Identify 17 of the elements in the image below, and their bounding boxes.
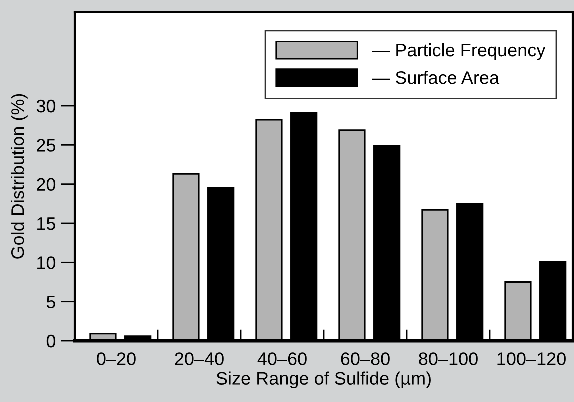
x-tick-label: 100–120: [498, 352, 566, 366]
y-tick-label: 10: [38, 256, 56, 270]
x-axis-title: Size Range of Sulfide (µm): [216, 372, 431, 389]
y-tick-label: 30: [36, 100, 56, 113]
legend-label: — Particle Frequency: [372, 43, 546, 60]
y-tick-label: 25: [37, 139, 56, 152]
x-tick-label: 40–60: [258, 352, 307, 366]
x-tick-label: 0–20: [97, 352, 136, 366]
x-tick-label: 80–100: [419, 352, 478, 366]
x-tick-label: 20–40: [175, 352, 224, 366]
y-tick-label: 5: [46, 296, 56, 309]
y-tick-label: 20: [37, 178, 56, 192]
legend-label: — Surface Area: [372, 71, 500, 84]
y-tick-label: 0: [46, 334, 56, 348]
x-tick-label: 60–80: [341, 352, 390, 366]
y-tick-label: 15: [38, 218, 56, 230]
y-axis-title: Gold Distribution (%): [11, 94, 28, 259]
